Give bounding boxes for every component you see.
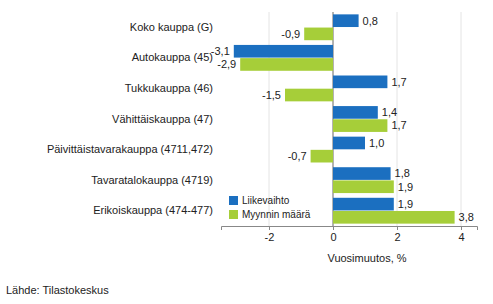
- data-label: 1,9: [398, 198, 413, 210]
- bar: [333, 180, 394, 193]
- y-tick: Erikoiskauppa (474-477): [93, 204, 221, 216]
- y-tick-label: Erikoiskauppa (474-477): [93, 204, 213, 216]
- x-tick-label: 0: [330, 231, 336, 243]
- legend-label: Myynnin määrä: [242, 209, 311, 220]
- x-tick: 2: [394, 226, 400, 243]
- grid-line: [333, 12, 334, 226]
- legend-swatch: [229, 210, 238, 219]
- x-axis-title: Vuosimuutos, %: [327, 252, 406, 264]
- x-tick-label: -2: [265, 231, 275, 243]
- grid-line: [461, 12, 462, 226]
- x-axis-line: [222, 227, 478, 231]
- data-label: -3,1: [211, 45, 230, 57]
- y-tick-label: Tukkukauppa (46): [125, 82, 213, 94]
- data-label: 1,9: [398, 181, 413, 193]
- x-tick-label: 2: [394, 231, 400, 243]
- y-tick-label: Tavaratalokauppa (4719): [91, 174, 213, 186]
- legend-item: Liikevaihto: [229, 195, 290, 206]
- bar: [333, 198, 394, 211]
- legend-swatch: [229, 196, 238, 205]
- data-label: 1,0: [369, 137, 384, 149]
- y-tick-label: Koko kauppa (G): [130, 21, 213, 33]
- x-tick-mark: [269, 226, 270, 230]
- bar: [285, 89, 333, 102]
- legend-label: Liikevaihto: [242, 195, 290, 206]
- data-labels: 0,8-3,11,71,41,01,81,9-0,9-2,9-1,51,7-0,…: [211, 15, 474, 224]
- y-axis: Koko kauppa (G) Autokauppa (45) Tukkukaupp…: [47, 21, 221, 216]
- data-label: -0,9: [281, 28, 300, 40]
- y-tick: Tukkukauppa (46): [125, 82, 221, 94]
- y-tick: Koko kauppa (G): [130, 21, 221, 33]
- y-tick: Autokauppa (45): [132, 51, 221, 63]
- x-tick-mark: [461, 226, 462, 230]
- data-label: 0,8: [363, 15, 378, 27]
- y-tick-label: Autokauppa (45): [132, 51, 213, 63]
- x-axis: -2 0 2 4: [222, 226, 478, 243]
- y-tick: Vähittäiskauppa (47): [112, 113, 221, 125]
- data-label: 1,8: [395, 167, 410, 179]
- bar: [333, 167, 391, 180]
- data-label: 1,4: [382, 106, 397, 118]
- bar: [333, 76, 387, 89]
- data-label: 3,8: [459, 211, 474, 223]
- x-tick: -2: [265, 226, 275, 243]
- y-tick-label: Päivittäistavarakauppa (4711,472): [47, 143, 213, 155]
- y-tick: Päivittäistavarakauppa (4711,472): [47, 143, 221, 155]
- data-label: -0,7: [288, 150, 307, 162]
- grid-line: [269, 12, 270, 226]
- bar: [240, 58, 333, 71]
- bar: [234, 45, 333, 58]
- x-tick: 0: [330, 226, 336, 243]
- data-label: 1,7: [391, 119, 406, 131]
- data-label: -2,9: [217, 58, 236, 70]
- bar: [333, 211, 455, 224]
- legend: Liikevaihto Myynnin määrä: [229, 195, 311, 220]
- bar: [304, 28, 333, 41]
- bars: [234, 14, 455, 223]
- x-tick-label: 4: [458, 231, 464, 243]
- y-tick: Tavaratalokauppa (4719): [91, 174, 221, 186]
- data-label: -1,5: [262, 89, 281, 101]
- y-tick-label: Vähittäiskauppa (47): [112, 113, 213, 125]
- x-tick: 4: [458, 226, 464, 243]
- bar: [333, 14, 359, 27]
- bar: [333, 137, 365, 150]
- annotation: Lähde: Tilastokeskus: [6, 284, 109, 296]
- legend-item: Myynnin määrä: [229, 209, 311, 220]
- chart: 0,8-3,11,71,41,01,81,9-0,9-2,9-1,51,7-0,…: [0, 0, 493, 304]
- bar: [333, 106, 378, 119]
- x-tick-mark: [397, 226, 398, 230]
- grid: [269, 12, 461, 226]
- bar: [333, 119, 387, 132]
- plot: 0,8-3,11,71,41,01,81,9-0,9-2,9-1,51,7-0,…: [47, 12, 478, 243]
- x-tick-mark: [333, 226, 334, 230]
- data-label: 1,7: [391, 76, 406, 88]
- bar: [311, 150, 333, 163]
